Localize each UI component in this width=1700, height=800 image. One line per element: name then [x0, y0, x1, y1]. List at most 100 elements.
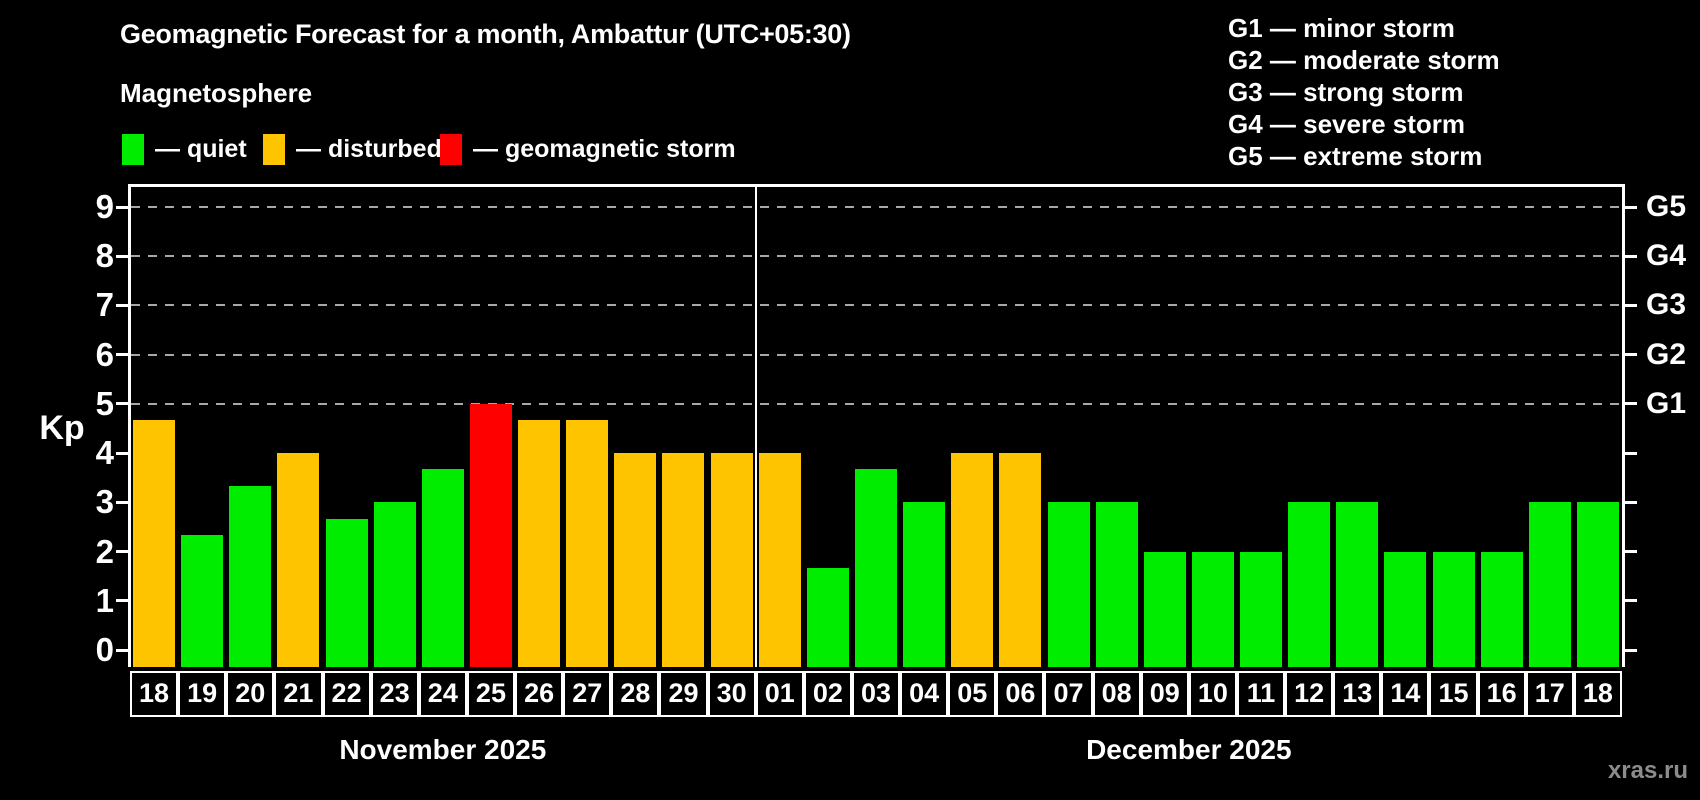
g-legend-line-g3: G3 — strong storm	[1228, 77, 1464, 107]
g-scale-legend: G1 — minor storm G2 — moderate storm G3 …	[1228, 12, 1500, 172]
right-axis-tick	[1624, 205, 1637, 209]
right-axis-tick	[1624, 353, 1637, 357]
right-axis-tick	[1624, 648, 1637, 652]
left-axis-tick	[116, 599, 129, 603]
right-axis-tick	[1624, 599, 1637, 603]
left-axis-tick	[116, 451, 129, 455]
gridline-kp6	[131, 353, 1621, 356]
magnetosphere-label: Magnetosphere	[120, 78, 313, 108]
date-cell-04: 04	[900, 671, 949, 717]
kp-bar-day-27	[566, 420, 609, 667]
kp-bar-day-30	[710, 453, 753, 667]
y-tick-label: 7	[95, 286, 114, 324]
kp-bar-day-21	[277, 453, 320, 667]
legend-label-disturbed: — disturbed	[296, 135, 442, 163]
left-axis-tick	[116, 303, 129, 307]
y-tick-label: 4	[95, 434, 114, 472]
kp-bar-day-17	[1528, 502, 1571, 667]
date-cell-05: 05	[948, 671, 997, 717]
date-cell-15: 15	[1429, 671, 1478, 717]
date-cell-08: 08	[1092, 671, 1141, 717]
right-axis-tick	[1624, 451, 1637, 455]
kp-bar-day-29	[662, 453, 705, 667]
kp-bar-day-13	[1336, 502, 1379, 667]
disturbed-swatch-icon	[263, 134, 285, 165]
date-cell-18: 18	[130, 671, 179, 717]
y-tick-label: 1	[95, 581, 114, 619]
legend-label-storm: — geomagnetic storm	[473, 135, 736, 163]
date-cell-09: 09	[1140, 671, 1189, 717]
kp-bar-day-18	[133, 420, 176, 667]
kp-bar-day-26	[518, 420, 561, 667]
kp-bar-day-24	[421, 469, 464, 667]
watermark: xras.ru	[1607, 757, 1688, 784]
plot-border-left	[128, 184, 131, 667]
kp-bar-day-03	[855, 469, 897, 667]
kp-bar-day-20	[229, 486, 272, 667]
y-tick-label: 8	[95, 237, 114, 275]
date-cell-29: 29	[659, 671, 708, 717]
kp-bar-day-12	[1288, 502, 1331, 667]
gridline-kp5	[131, 402, 1621, 405]
g-scale-label-g2: G2	[1646, 337, 1687, 371]
date-cell-12: 12	[1285, 671, 1334, 717]
kp-bar-day-04	[903, 502, 946, 667]
kp-bar-day-02	[806, 567, 849, 667]
date-cell-27: 27	[563, 671, 612, 717]
y-tick-label: 6	[95, 335, 114, 373]
legend-label-quiet: — quiet	[155, 135, 247, 163]
right-axis-tick	[1624, 500, 1637, 504]
y-tick-label: 0	[95, 631, 114, 668]
storm-swatch-icon	[440, 134, 462, 165]
right-axis-tick	[1624, 402, 1637, 406]
kp-bar-day-18	[1576, 502, 1619, 667]
g-legend-line-g4: G4 — severe storm	[1228, 109, 1466, 139]
month-label: December 2025	[1086, 734, 1292, 765]
kp-bar-day-25	[469, 403, 512, 667]
kp-bar-day-28	[614, 453, 657, 667]
kp-bar-day-16	[1480, 551, 1523, 667]
date-cell-24: 24	[418, 671, 467, 717]
kp-bar-day-01	[758, 453, 801, 667]
left-axis-tick	[116, 353, 129, 357]
date-cell-20: 20	[226, 671, 275, 717]
left-axis-tick	[116, 254, 129, 258]
g-scale-label-g1: G1	[1646, 386, 1687, 420]
date-cell-21: 21	[274, 671, 323, 717]
g-scale-label-g4: G4	[1646, 239, 1687, 273]
kp-bar-day-23	[373, 502, 416, 667]
date-cell-06: 06	[996, 671, 1045, 717]
kp-bar-day-09	[1143, 551, 1186, 667]
date-cell-18: 18	[1573, 671, 1622, 717]
kp-bar-day-05	[951, 453, 994, 667]
kp-bar-day-14	[1384, 551, 1427, 667]
kp-bar-day-06	[999, 453, 1042, 667]
date-cell-11: 11	[1236, 671, 1286, 717]
date-cell-23: 23	[370, 671, 419, 717]
date-cell-03: 03	[851, 671, 901, 717]
gridline-kp7	[131, 304, 1621, 307]
gridline-kp9	[131, 206, 1621, 209]
g-scale-label-g3: G3	[1646, 288, 1687, 322]
y-tick-label: 9	[95, 188, 114, 226]
kp-bar-day-15	[1432, 551, 1475, 667]
date-cell-10: 10	[1188, 671, 1237, 717]
date-cell-26: 26	[515, 671, 564, 717]
right-axis-tick	[1624, 303, 1637, 307]
kp-bar-day-08	[1095, 502, 1138, 667]
left-axis-tick	[116, 648, 129, 652]
left-axis-tick	[116, 550, 129, 554]
plot-border-top	[128, 184, 1625, 187]
month-separator	[754, 184, 757, 667]
kp-bar-day-22	[325, 518, 368, 667]
date-cell-16: 16	[1477, 671, 1526, 717]
g-legend-line-g5: G5 — extreme storm	[1228, 141, 1483, 171]
g-legend-line-g1: G1 — minor storm	[1228, 13, 1455, 43]
g-scale-label-g5: G5	[1646, 190, 1687, 224]
date-cell-22: 22	[322, 671, 371, 717]
kp-axis-title: Kp	[39, 409, 85, 447]
date-cell-30: 30	[707, 671, 756, 717]
kp-bar-day-07	[1047, 502, 1090, 667]
quiet-swatch-icon	[122, 134, 144, 165]
